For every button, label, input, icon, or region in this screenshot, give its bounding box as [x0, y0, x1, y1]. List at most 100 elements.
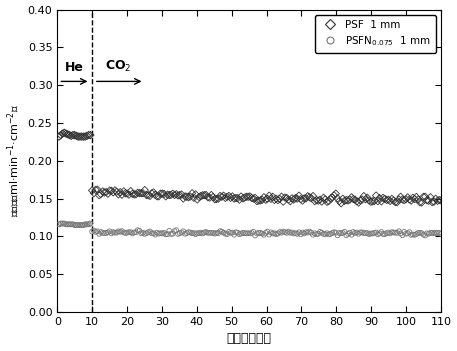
Point	[197, 230, 204, 236]
Point	[239, 196, 246, 201]
Point	[376, 195, 383, 201]
Point	[83, 221, 90, 227]
Point	[164, 192, 171, 198]
Point	[155, 193, 162, 199]
Point	[351, 197, 359, 203]
Point	[329, 195, 336, 200]
Point	[251, 195, 259, 201]
Point	[241, 195, 248, 200]
Point	[423, 231, 430, 236]
Point	[327, 231, 334, 237]
Point	[360, 193, 367, 199]
Point	[374, 198, 382, 204]
Point	[220, 230, 227, 236]
Point	[297, 196, 304, 202]
Point	[436, 230, 443, 236]
Point	[429, 230, 436, 236]
Point	[66, 132, 73, 138]
Point	[196, 230, 203, 236]
Point	[102, 189, 110, 195]
Point	[355, 200, 362, 205]
Point	[190, 195, 197, 200]
Point	[80, 222, 87, 228]
Point	[324, 231, 331, 236]
Point	[311, 231, 319, 236]
Point	[430, 230, 438, 236]
Point	[90, 190, 97, 196]
Point	[413, 231, 420, 237]
Point	[292, 196, 299, 201]
Point	[136, 190, 143, 196]
Point	[139, 191, 147, 196]
Point	[330, 193, 338, 198]
Point	[345, 231, 352, 237]
Point	[89, 188, 96, 193]
Point	[324, 199, 331, 205]
Point	[372, 230, 380, 235]
X-axis label: 时间（小时）: 时间（小时）	[227, 332, 271, 345]
Point	[66, 221, 73, 227]
Point	[395, 197, 403, 202]
Point	[155, 231, 162, 237]
Point	[154, 193, 161, 199]
Point	[138, 190, 145, 196]
Point	[175, 231, 182, 237]
Point	[420, 232, 427, 237]
Point	[285, 197, 292, 203]
Point	[274, 231, 282, 236]
Text: He: He	[65, 61, 84, 74]
Point	[148, 231, 155, 236]
Point	[290, 231, 298, 236]
Point	[85, 132, 92, 138]
Point	[159, 231, 166, 236]
Point	[282, 195, 289, 200]
Point	[102, 230, 110, 236]
Point	[350, 229, 357, 235]
Point	[316, 197, 324, 203]
Point	[106, 229, 113, 234]
Point	[183, 194, 191, 200]
Point	[434, 230, 441, 236]
Point	[81, 134, 89, 139]
Point	[327, 196, 334, 201]
Point	[99, 230, 106, 236]
Point	[288, 196, 296, 201]
Point	[125, 192, 133, 197]
Point	[325, 232, 332, 237]
Point	[408, 198, 415, 204]
Point	[406, 229, 413, 235]
Point	[276, 196, 283, 202]
Point	[94, 229, 101, 234]
Point	[57, 132, 64, 138]
Point	[169, 231, 176, 237]
Point	[374, 231, 382, 237]
Point	[133, 230, 140, 235]
Point	[414, 197, 422, 203]
Point	[122, 230, 129, 236]
Point	[143, 230, 150, 236]
Point	[139, 230, 147, 236]
Point	[71, 222, 78, 228]
Point	[293, 231, 301, 237]
Point	[171, 228, 178, 234]
Point	[64, 221, 71, 227]
Point	[141, 187, 149, 193]
Point	[133, 192, 140, 197]
Point	[399, 197, 406, 202]
Point	[293, 196, 301, 201]
Point	[253, 198, 260, 204]
Point	[421, 194, 429, 199]
Point	[90, 228, 97, 233]
Point	[99, 189, 106, 194]
Point	[335, 230, 343, 236]
Point	[372, 193, 380, 198]
Point	[162, 232, 170, 237]
Point	[306, 194, 313, 200]
Point	[160, 191, 168, 197]
Point	[73, 222, 80, 228]
Point	[404, 194, 411, 200]
Point	[64, 132, 71, 137]
Point	[110, 190, 117, 195]
Point	[62, 221, 69, 227]
Point	[248, 230, 255, 236]
